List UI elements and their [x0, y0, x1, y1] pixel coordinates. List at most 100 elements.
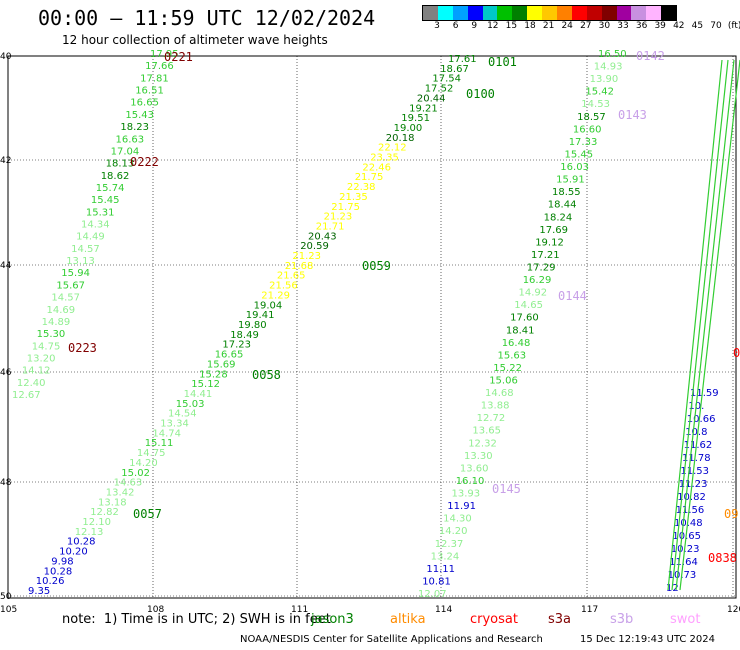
wave-height-value: 15.28: [199, 369, 228, 380]
wave-height-value: 21.35: [339, 192, 368, 203]
colorbar-swatch: [631, 6, 647, 20]
wave-height-value: 14.74: [152, 428, 181, 439]
wave-height-value: 15.74: [96, 183, 125, 194]
colorbar-swatch: [512, 6, 528, 20]
wave-height-value: 13.42: [106, 488, 135, 499]
wave-height-value: 10.81: [422, 576, 451, 587]
pass-time-label: 0: [733, 346, 740, 360]
wave-height-value: 13.30: [464, 451, 493, 462]
wave-height-value: 20.18: [386, 133, 415, 144]
wave-height-value: 14.20: [439, 526, 468, 537]
colorbar-swatch: [423, 6, 438, 20]
wave-height-value: 10.28: [44, 566, 73, 577]
wave-height-value: 14.65: [514, 300, 543, 311]
wave-height-value: 21.71: [316, 222, 345, 233]
wave-height-value: 14.34: [81, 220, 110, 231]
wave-height-value: 16.60: [573, 124, 602, 135]
wave-height-value: 18.49: [230, 330, 259, 341]
wave-height-value: 11.78: [682, 453, 711, 464]
wave-height-value: 16.65: [215, 350, 244, 361]
wave-height-value: 14.63: [114, 478, 143, 489]
wave-height-value: 19.41: [246, 310, 275, 321]
pass-time-label: 0142: [636, 49, 665, 63]
colorbar-swatch: [437, 6, 453, 20]
colorbar-swatch: [661, 6, 677, 20]
wave-height-value: 9.98: [51, 556, 73, 567]
wave-height-value: 23.35: [370, 153, 399, 164]
colorbar-label: 42: [673, 21, 685, 31]
wave-height-value: 14.20: [129, 458, 158, 469]
page-title: 00:00 – 11:59 UTC 12/02/2024: [38, 6, 376, 30]
credit-line: NOAA/NESDIS Center for Satellite Applica…: [240, 634, 543, 645]
wave-height-value: 10.66: [687, 414, 716, 425]
wave-height-value: 9.35: [28, 586, 50, 597]
longitude-label: 117: [581, 605, 598, 615]
pass-time-label: 0057: [133, 507, 162, 521]
wave-height-value: 17.33: [569, 137, 598, 148]
wave-height-value: 15.43: [125, 110, 154, 121]
wave-height-value: 12.82: [90, 507, 119, 518]
longitude-label: 105: [0, 605, 17, 615]
wave-height-value: 11.11: [426, 564, 455, 575]
wave-height-value: 15.22: [493, 363, 522, 374]
wave-height-value: 12.07: [418, 589, 447, 600]
wave-height-value: 10.48: [674, 518, 703, 529]
wave-height-value: 19.12: [535, 237, 564, 248]
wave-height-value: 11.56: [676, 505, 705, 516]
wave-height-value: 16.03: [560, 162, 589, 173]
wave-height-value: 10.82: [677, 492, 706, 503]
wave-height-value: 14.89: [42, 317, 71, 328]
dense-track-line: [675, 59, 735, 591]
wave-height-value: 13.88: [481, 401, 510, 412]
wave-height-value: 12.13: [75, 527, 104, 538]
wave-height-value: 21.23: [292, 251, 321, 262]
wave-height-value: 21.75: [331, 202, 360, 213]
colorbar-swatch: [497, 6, 513, 20]
wave-height-value: 18.24: [544, 212, 573, 223]
wave-height-value: 19.80: [238, 320, 267, 331]
wave-height-value: 19.51: [401, 113, 430, 124]
longitude-label: 120: [727, 605, 740, 615]
wave-height-value: 14.92: [519, 288, 548, 299]
wave-height-value: 14.75: [137, 448, 166, 459]
wave-height-value: 14.41: [184, 389, 213, 400]
wave-height-value: 13.60: [460, 463, 489, 474]
wave-height-value: 22.38: [347, 182, 376, 193]
wave-height-value: 14.57: [71, 244, 100, 255]
wave-height-value: 18.13: [106, 159, 135, 170]
wave-height-value: 16.29: [523, 275, 552, 286]
colorbar-swatch: [646, 6, 662, 20]
satellite-altika: altika: [390, 612, 426, 627]
wave-height-value: 17.81: [140, 73, 169, 84]
wave-height-value: 18.57: [577, 112, 606, 123]
colorbar-swatch: [571, 6, 587, 20]
wave-height-value: 19.21: [409, 103, 438, 114]
wave-height-value: 20.44: [417, 93, 446, 104]
wave-height-value: 17.66: [145, 61, 174, 72]
page-subtitle: 12 hour collection of altimeter wave hei…: [62, 33, 328, 47]
wave-height-value: 16.48: [502, 338, 531, 349]
wave-height-value: 18.67: [440, 64, 469, 75]
latitude-label: 42: [0, 156, 11, 166]
colorbar-label: 27: [580, 21, 592, 31]
wave-height-value: 17.23: [222, 340, 251, 351]
wave-height-value: 12.40: [17, 378, 46, 389]
colorbar-swatch: [586, 6, 602, 20]
wave-height-value: 15.30: [37, 329, 66, 340]
wave-height-value: 21.29: [261, 290, 290, 301]
latitude-label: 44: [0, 261, 12, 271]
wave-height-value: 19.04: [254, 300, 283, 311]
pass-time-label: 0101: [488, 55, 517, 69]
wave-height-value: 12.72: [477, 413, 506, 424]
wave-height-value: 21.68: [285, 261, 314, 272]
wave-height-value: 13.90: [590, 74, 619, 85]
pass-time-label: 0838: [708, 551, 737, 565]
pass-time-label: 0059: [362, 259, 391, 273]
wave-height-value: 13.34: [160, 419, 189, 430]
wave-height-value: 11.53: [680, 466, 709, 477]
colorbar-swatch: [601, 6, 617, 20]
wave-height-value: 10.28: [67, 537, 96, 548]
wave-height-value: 13.18: [98, 497, 127, 508]
